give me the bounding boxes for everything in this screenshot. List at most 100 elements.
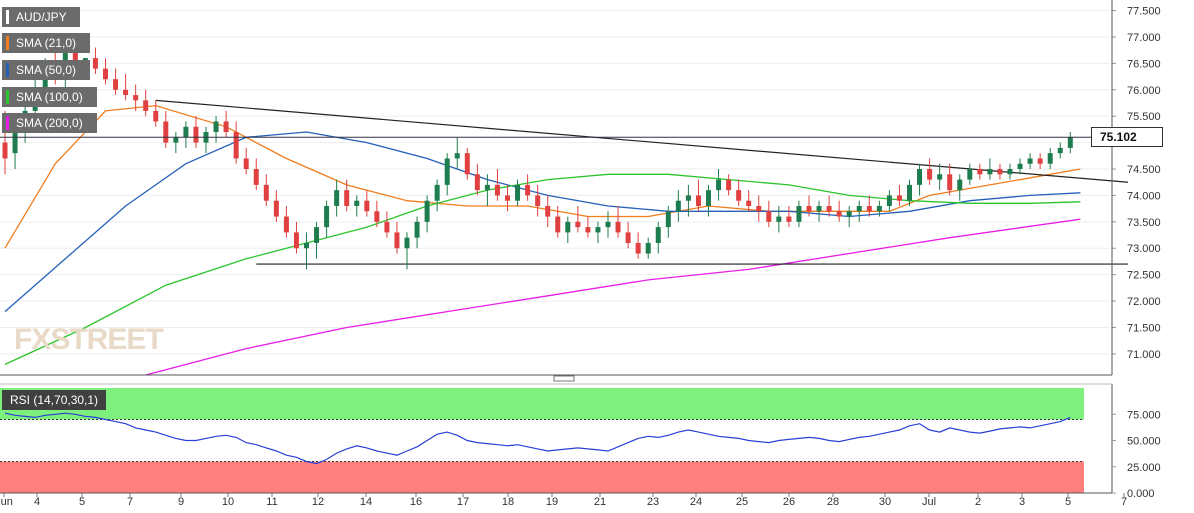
price-tick-label: 71.000 xyxy=(1127,349,1161,361)
candle-body xyxy=(675,200,681,212)
candle xyxy=(796,200,802,228)
candle-body xyxy=(846,211,852,217)
legend-sma-200: SMA (200,0) xyxy=(2,113,97,133)
candle xyxy=(394,221,400,254)
candle xyxy=(444,153,450,196)
candle-body xyxy=(92,58,98,69)
candle xyxy=(233,121,239,164)
price-tick-label: 71.500 xyxy=(1127,322,1161,334)
current-price-tag: 75.102 xyxy=(1091,127,1163,147)
candle xyxy=(374,200,380,228)
legend-swatch xyxy=(6,63,9,77)
candle xyxy=(736,179,742,206)
candle-body xyxy=(515,184,521,201)
candle-body xyxy=(866,205,872,212)
pane-splitter-handle xyxy=(553,375,575,382)
candle-body xyxy=(716,179,722,191)
candle-body xyxy=(786,216,792,222)
candle-body xyxy=(967,169,973,180)
candle xyxy=(575,205,581,233)
candle-body xyxy=(706,190,711,206)
trendlines xyxy=(155,99,1129,265)
candle xyxy=(92,47,98,74)
candle-body xyxy=(1057,147,1063,154)
candle xyxy=(153,100,159,127)
candle-body xyxy=(494,184,500,196)
candle xyxy=(404,232,410,270)
candle xyxy=(1017,158,1023,175)
date-tick-label: 28 xyxy=(827,496,839,508)
candle-body xyxy=(695,195,701,206)
candle xyxy=(243,147,249,175)
legend-swatch xyxy=(6,116,9,130)
candle-body xyxy=(565,221,571,233)
candle-body xyxy=(173,137,179,143)
candle-body xyxy=(605,221,611,228)
candle xyxy=(273,190,279,222)
candle xyxy=(977,163,983,180)
candle xyxy=(886,190,892,212)
legend-label: SMA (100,0) xyxy=(16,90,83,104)
candle xyxy=(344,179,350,212)
date-tick-label: 26 xyxy=(783,496,795,508)
date-tick-label: 11 xyxy=(266,496,277,508)
candle xyxy=(987,158,993,180)
price-tick-label: 76.000 xyxy=(1127,85,1161,97)
rsi-series-line xyxy=(4,412,1071,465)
rsi-oversold-zone xyxy=(0,461,1084,493)
date-tick-label: 21 xyxy=(594,496,606,508)
price-tick-label: 76.500 xyxy=(1127,58,1161,70)
rsi-line xyxy=(4,412,1071,465)
candle-body xyxy=(585,227,591,233)
candle-body xyxy=(645,242,651,254)
candle xyxy=(896,184,902,206)
candle xyxy=(866,195,872,217)
candle xyxy=(484,174,490,206)
candle xyxy=(143,89,149,117)
candle-body xyxy=(464,153,470,175)
candle-body xyxy=(545,205,551,217)
candle xyxy=(1027,153,1033,170)
legend-label: SMA (50,0) xyxy=(16,63,77,77)
candle-body xyxy=(293,232,299,249)
candle-body xyxy=(756,205,762,212)
date-tick-label: 7 xyxy=(1121,496,1127,508)
candle xyxy=(213,116,219,143)
candle-body xyxy=(766,211,772,222)
candle xyxy=(726,174,732,196)
sma-line xyxy=(145,218,1081,376)
candle xyxy=(293,221,299,254)
candles xyxy=(2,47,1073,270)
candle xyxy=(454,137,460,170)
candle-body xyxy=(394,232,400,249)
candle-body xyxy=(304,242,309,249)
rsi-tick-label: 50.000 xyxy=(1127,436,1161,448)
candle xyxy=(655,221,661,254)
candle-body xyxy=(344,190,350,206)
candle xyxy=(917,163,923,196)
legend-sma-21: SMA (21,0) xyxy=(2,33,90,53)
price-tick-label: 74.500 xyxy=(1127,164,1161,176)
candle xyxy=(967,163,973,185)
candle-body xyxy=(324,205,330,228)
candle-body xyxy=(2,142,8,159)
candle-body xyxy=(424,200,430,222)
candle-body xyxy=(505,195,510,201)
legend-sma-100: SMA (100,0) xyxy=(2,87,97,107)
rsi-zones xyxy=(0,388,1084,493)
candle-body xyxy=(957,179,963,191)
candle xyxy=(826,195,832,217)
candle-body xyxy=(555,216,561,233)
candle-body xyxy=(977,169,983,175)
rsi-tick-label: 0.000 xyxy=(1127,488,1155,500)
candle-body xyxy=(404,237,410,249)
candle-body xyxy=(163,121,169,143)
candle-body xyxy=(806,205,812,212)
candle xyxy=(1047,147,1053,170)
candle xyxy=(263,174,269,206)
candle xyxy=(253,158,259,191)
candle xyxy=(545,195,551,228)
candle xyxy=(876,200,882,217)
candle xyxy=(776,205,782,233)
